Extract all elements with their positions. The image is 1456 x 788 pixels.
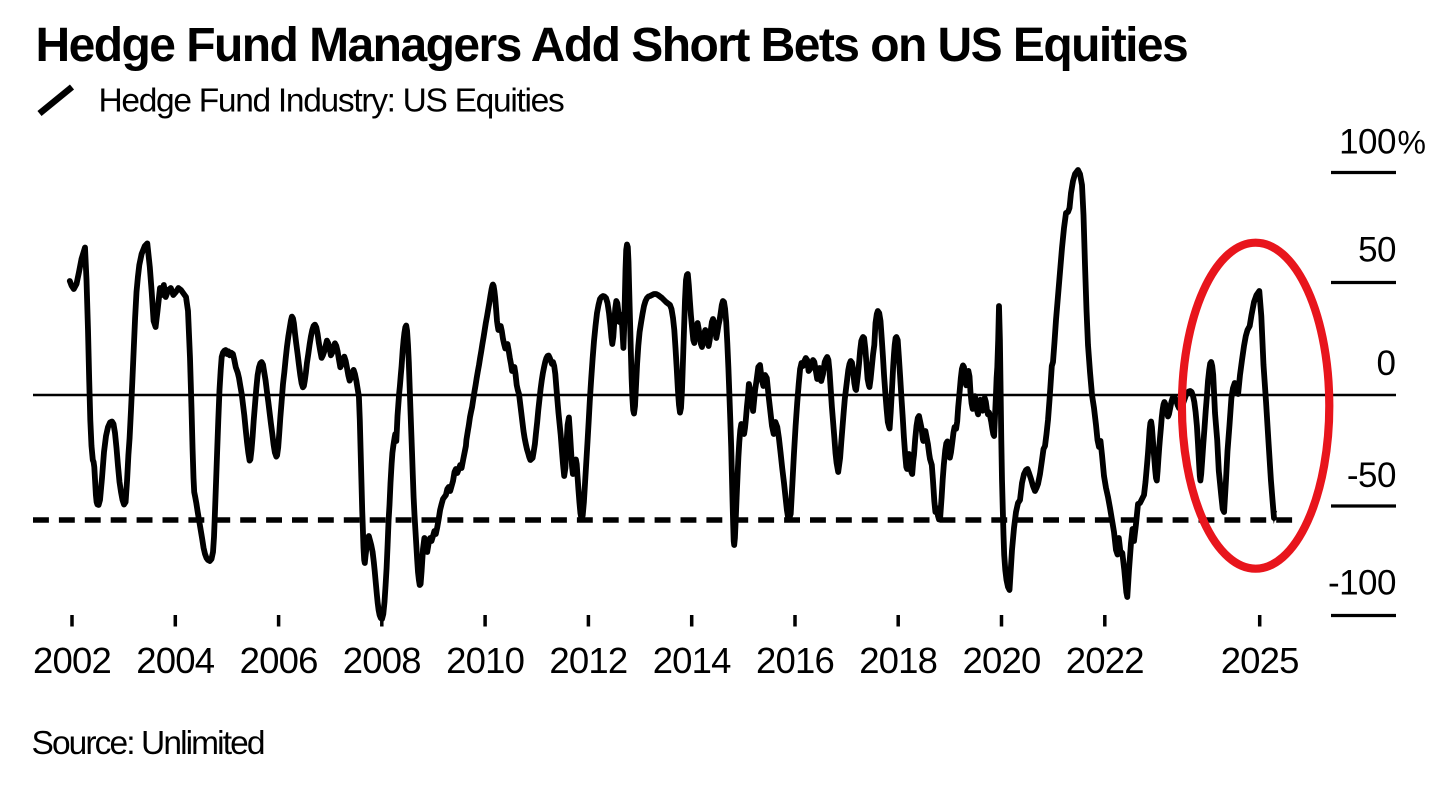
svg-text:2022: 2022 [1066, 640, 1144, 681]
svg-text:2006: 2006 [240, 640, 318, 681]
svg-text:2004: 2004 [136, 640, 214, 681]
svg-text:50: 50 [1358, 231, 1396, 270]
svg-text:2010: 2010 [446, 640, 524, 681]
svg-text:2020: 2020 [963, 640, 1041, 681]
svg-text:2008: 2008 [343, 640, 421, 681]
svg-text:2002: 2002 [33, 640, 111, 681]
svg-text:2014: 2014 [653, 640, 731, 681]
svg-text:2012: 2012 [549, 640, 627, 681]
svg-text:%: % [1398, 125, 1426, 161]
svg-text:Source: Unlimited: Source: Unlimited [32, 725, 264, 762]
svg-text:Hedge Fund Managers Add Short: Hedge Fund Managers Add Short Bets on US… [36, 19, 1188, 72]
svg-text:0: 0 [1377, 344, 1396, 383]
svg-text:2016: 2016 [756, 640, 834, 681]
svg-text:100: 100 [1339, 123, 1396, 162]
svg-text:2025: 2025 [1221, 640, 1299, 681]
svg-text:-50: -50 [1347, 456, 1396, 495]
svg-text:-100: -100 [1328, 564, 1396, 603]
svg-text:Hedge Fund Industry: US Equiti: Hedge Fund Industry: US Equities [99, 83, 564, 120]
svg-text:2018: 2018 [859, 640, 937, 681]
